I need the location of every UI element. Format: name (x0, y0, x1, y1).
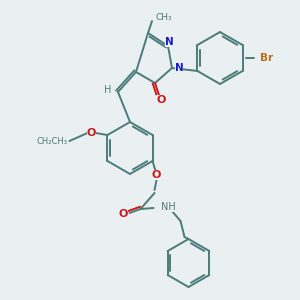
Text: H: H (103, 85, 111, 95)
Text: O: O (119, 209, 128, 219)
Text: O: O (156, 95, 166, 105)
Text: O: O (152, 170, 161, 180)
Text: CH₃: CH₃ (155, 13, 172, 22)
Text: N: N (175, 63, 183, 73)
Text: O: O (87, 128, 96, 138)
Text: CH₂CH₃: CH₂CH₃ (37, 137, 68, 146)
Text: NH: NH (160, 202, 175, 212)
Text: Br: Br (260, 53, 273, 63)
Text: N: N (165, 37, 173, 47)
